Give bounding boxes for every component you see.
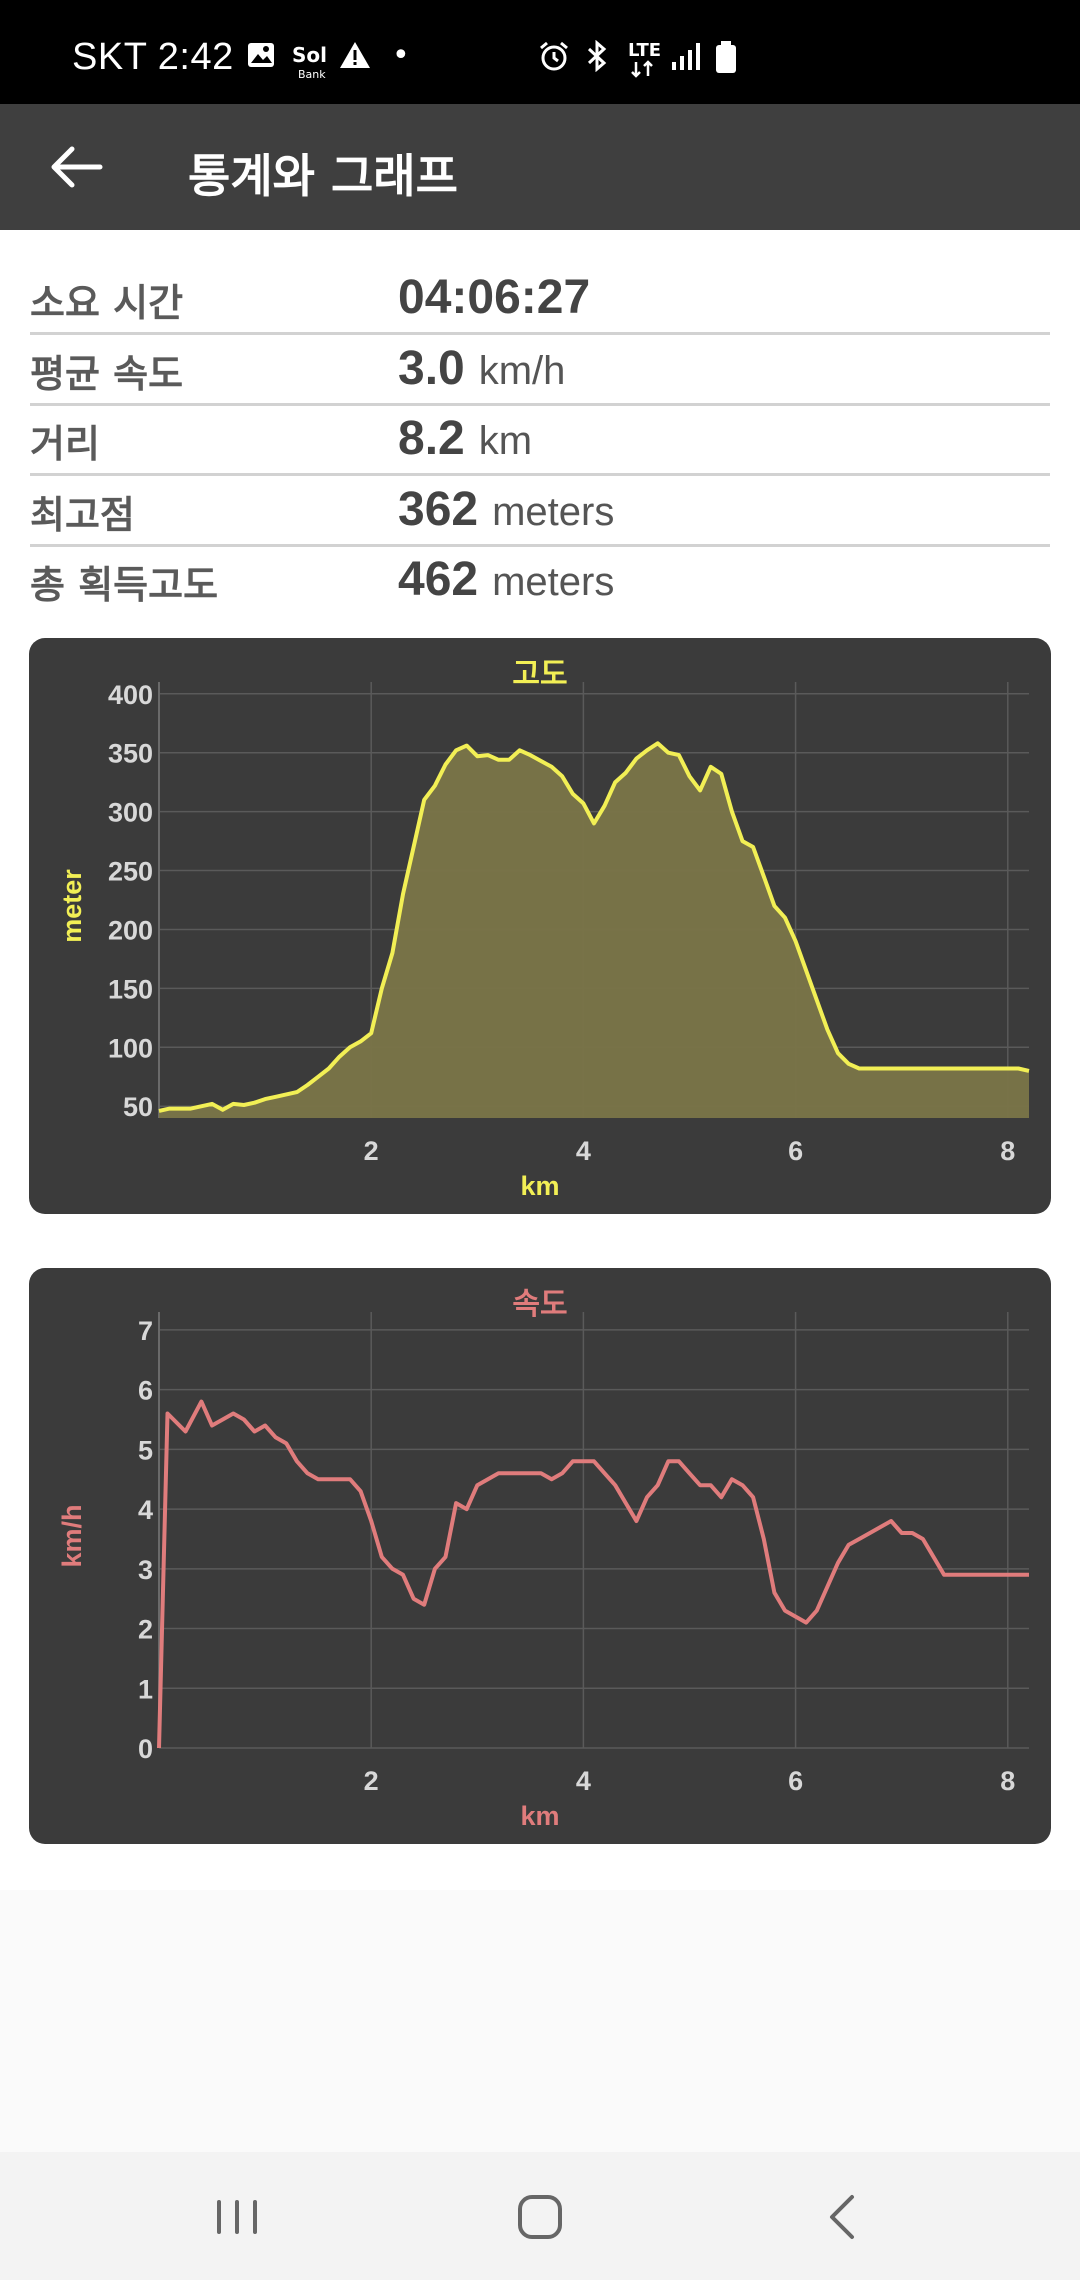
sol-bank-icon: Sol Bank	[292, 43, 327, 81]
signal-icon	[672, 43, 700, 70]
stat-value-number: 8.2	[398, 412, 465, 465]
x-tick-label: 6	[788, 1766, 803, 1796]
y-tick-label: 3	[138, 1555, 153, 1585]
data-arrows-icon	[631, 60, 653, 78]
x-axis-label: km	[520, 1171, 559, 1201]
chart-title: 속도	[512, 1287, 567, 1322]
stat-label: 총 획득고도	[30, 563, 219, 607]
y-tick-label: 5	[138, 1435, 153, 1465]
y-tick-label: 350	[108, 739, 153, 769]
y-tick-label: 250	[108, 857, 153, 887]
stat-value-number: 3.0	[398, 342, 465, 395]
notification-dot: •	[392, 38, 410, 73]
stat-unit: meters	[492, 560, 615, 604]
home-icon[interactable]	[505, 2182, 575, 2252]
x-tick-label: 6	[788, 1136, 803, 1166]
stat-value-number: 04:06:27	[398, 271, 591, 324]
stat-label: 평균 속도	[30, 352, 184, 396]
y-tick-label: 400	[108, 680, 153, 710]
stat-unit: meters	[492, 490, 615, 534]
status-carrier-time: SKT 2:42	[72, 36, 234, 78]
warning-icon	[340, 42, 370, 68]
area-fill	[159, 743, 1029, 1118]
altitude-chart: 50 100 150 200 250 300 350 400 2 4 6 8 고도 km meter	[57, 657, 1030, 1201]
speed-chart-card: 0 1 2 3 4 5 6 7 2 4 6 8 속도 km km/h	[29, 1268, 1051, 1844]
y-tick-label: 7	[138, 1316, 153, 1346]
gallery-icon	[248, 43, 274, 67]
y-axis-label: meter	[57, 869, 87, 943]
y-axis-label: km/h	[57, 1504, 87, 1567]
nav-back-icon[interactable]	[808, 2182, 878, 2252]
stat-row-avg-speed: 평균 속도 3.0 km/h	[30, 333, 1050, 406]
back-arrow-icon[interactable]	[44, 134, 110, 200]
y-tick-label: 1	[138, 1674, 153, 1704]
stats-content: 소요 시간 04:06:27 평균 속도 3.0 km/h 거리 8.2 km 최고…	[0, 230, 1080, 1890]
x-tick-label: 8	[1000, 1766, 1015, 1796]
page-title: 통계와 그래프	[188, 149, 458, 203]
battery-icon	[716, 41, 736, 73]
recents-icon[interactable]	[202, 2182, 272, 2252]
stat-value-number: 362	[398, 483, 479, 536]
stat-value: 362 meters	[398, 482, 614, 537]
y-tick-label: 0	[138, 1734, 153, 1764]
chart-title: 고도	[512, 657, 567, 692]
y-tick-label: 2	[138, 1615, 153, 1645]
svg-text:Sol: Sol	[292, 43, 327, 67]
stat-label: 최고점	[30, 493, 135, 537]
stat-row-distance: 거리 8.2 km	[30, 403, 1050, 476]
x-tick-label: 2	[364, 1136, 379, 1166]
stat-label: 소요 시간	[30, 281, 184, 325]
stat-row-total-ascent: 총 획득고도 462 meters	[30, 544, 1050, 614]
app-bar: 통계와 그래프	[0, 104, 1080, 230]
y-tick-label: 4	[138, 1495, 153, 1525]
series-line	[157, 1399, 1029, 1749]
y-tick-label: 150	[108, 974, 153, 1004]
y-tick-label: 100	[108, 1033, 153, 1063]
speed-chart: 0 1 2 3 4 5 6 7 2 4 6 8 속도 km km/h	[57, 1287, 1029, 1831]
bluetooth-icon	[587, 40, 607, 72]
y-tick-label: 50	[123, 1092, 153, 1122]
stat-value: 8.2 km	[398, 411, 532, 466]
y-tick-label: 6	[138, 1376, 153, 1406]
x-tick-label: 4	[576, 1136, 591, 1166]
altitude-chart-card: 50 100 150 200 250 300 350 400 2 4 6 8 고도 km meter	[29, 638, 1051, 1214]
stat-value: 04:06:27	[398, 270, 604, 325]
x-tick-label: 4	[576, 1766, 591, 1796]
alarm-icon	[540, 41, 568, 71]
stat-row-duration: 소요 시간 04:06:27	[30, 262, 1050, 335]
stat-value: 462 meters	[398, 552, 614, 607]
x-tick-label: 8	[1000, 1136, 1015, 1166]
status-bar: SKT 2:42 Sol Bank • LTE	[0, 0, 1080, 104]
stat-row-max-altitude: 최고점 362 meters	[30, 474, 1050, 547]
svg-text:Bank: Bank	[298, 68, 326, 81]
x-axis-label: km	[520, 1801, 559, 1831]
stat-unit: km/h	[478, 349, 566, 393]
x-tick-label: 2	[364, 1766, 379, 1796]
stat-value-number: 462	[398, 553, 479, 606]
stat-label: 거리	[30, 422, 100, 466]
stat-unit: km	[478, 419, 533, 463]
y-tick-label: 200	[108, 915, 153, 945]
y-tick-label: 300	[108, 798, 153, 828]
stat-value: 3.0 km/h	[398, 341, 565, 396]
lte-indicator: LTE	[628, 40, 662, 61]
navigation-bar	[0, 2152, 1080, 2280]
series-line	[158, 741, 1030, 1113]
